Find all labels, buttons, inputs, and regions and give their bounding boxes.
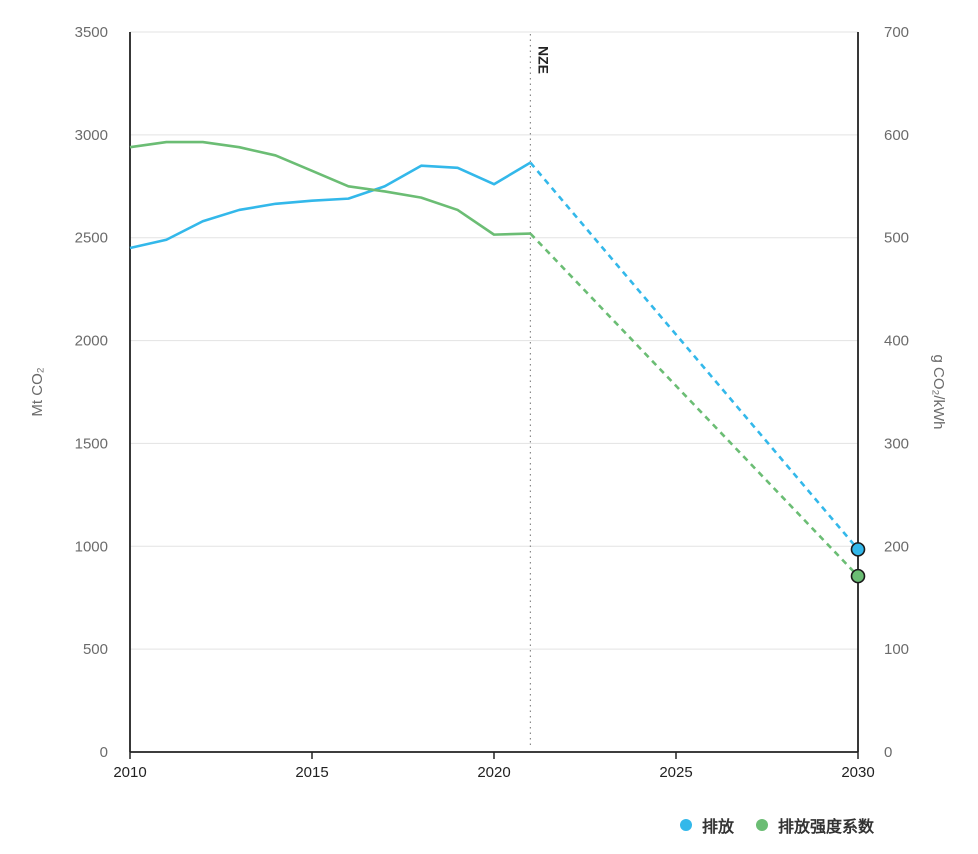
series-endpoint-0: [850, 542, 866, 557]
y-left-tick-label: 3500: [75, 24, 108, 41]
y-left-tick-label: 2500: [75, 230, 108, 247]
legend-swatch-intensity: [756, 819, 769, 831]
series-endpoint-1: [850, 568, 866, 584]
y-right-tick-label: 200: [884, 538, 909, 555]
y-left-tick-label: 0: [100, 744, 108, 761]
y-axis-right-ticks: 0 100 200 300 400 500 600 700: [884, 24, 909, 761]
x-axis-ticks: 2010 2015 2020 2025 2030: [113, 752, 875, 781]
y-left-tick-label: 3000: [75, 127, 108, 144]
y-right-tick-label: 700: [884, 24, 909, 41]
y-right-tick-label: 400: [884, 333, 909, 350]
y-axis-left-ticks: 0 500 1000 1500 2000 2500 3000 3500: [75, 24, 108, 761]
series-line-1: [129, 140, 531, 236]
x-tick-label: 2015: [295, 764, 328, 781]
y-axis-left-label: Mt CO₂: [29, 367, 46, 416]
y-left-tick-label: 1000: [75, 538, 108, 555]
axes: [129, 32, 859, 753]
nze-label: NZE: [535, 46, 551, 74]
series-projection-0: [529, 161, 859, 551]
y-right-tick-label: 600: [884, 127, 909, 144]
gridlines: [130, 31, 858, 650]
y-right-tick-label: 300: [884, 435, 909, 452]
legend: 排放 排放强度系数: [680, 813, 874, 837]
y-right-tick-label: 100: [884, 641, 909, 658]
x-tick-label: 2010: [113, 764, 146, 781]
legend-label-emissions: 排放: [702, 817, 735, 836]
x-tick-label: 2025: [659, 764, 692, 781]
legend-item-emissions: 排放: [680, 813, 734, 837]
y-left-tick-label: 2000: [75, 333, 108, 350]
y-right-tick-label: 500: [884, 230, 909, 247]
y-axis-right-label: g CO₂/kWh: [930, 355, 947, 430]
nze-annotation: NZE: [529, 34, 551, 748]
legend-label-intensity: 排放强度系数: [778, 817, 875, 836]
legend-item-intensity: 排放强度系数: [756, 813, 874, 837]
x-tick-label: 2030: [841, 764, 874, 781]
y-left-tick-label: 1500: [75, 435, 108, 452]
y-right-tick-label: 0: [884, 744, 892, 761]
y-left-tick-label: 500: [83, 641, 108, 658]
series-line-0: [129, 161, 532, 250]
series-projection-1: [529, 232, 859, 578]
x-tick-label: 2020: [477, 764, 510, 781]
legend-swatch-emissions: [680, 819, 692, 831]
series-lines: [129, 140, 866, 584]
